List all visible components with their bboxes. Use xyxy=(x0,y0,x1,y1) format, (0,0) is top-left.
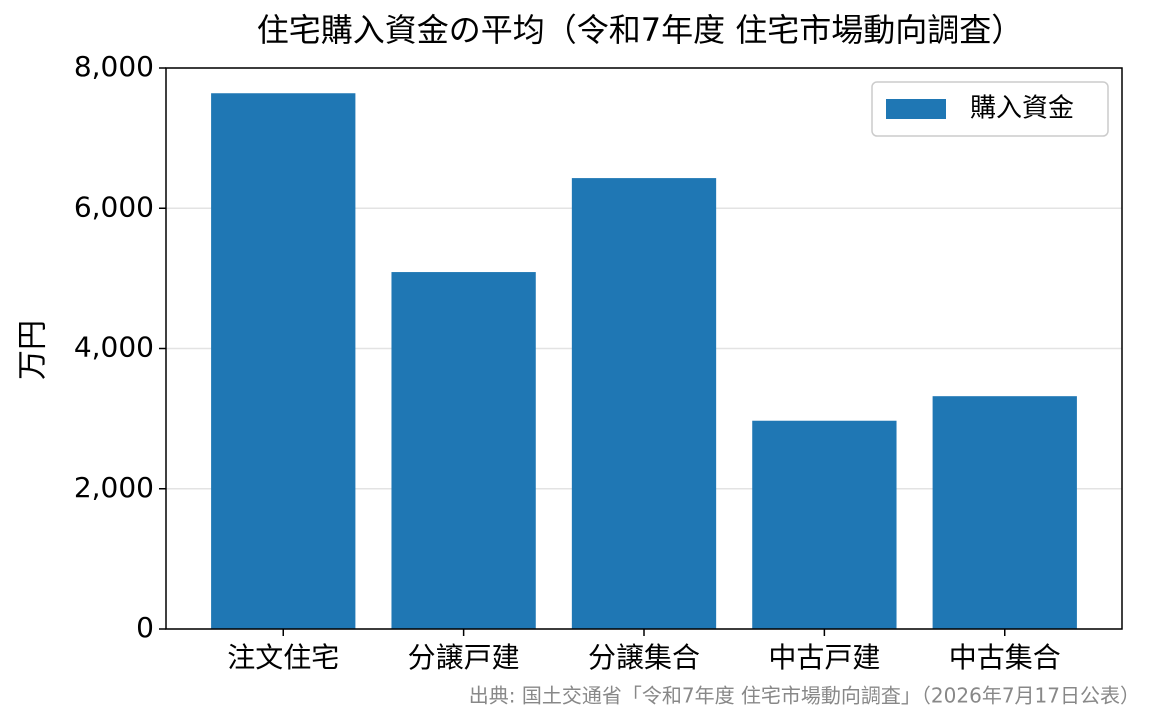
bar xyxy=(752,420,897,629)
y-tick-label: 6,000 xyxy=(74,190,154,223)
legend-box xyxy=(871,81,1109,137)
chart-title: 住宅購入資金の平均（令和7年度 住宅市場動向調査） xyxy=(257,11,1024,49)
y-axis-label: 万円 xyxy=(16,320,51,380)
x-tick-label: 注文住宅 xyxy=(227,641,339,674)
x-tick-label: 分譲戸建 xyxy=(408,641,520,674)
legend-swatch xyxy=(886,99,946,119)
x-tick-label: 中古集合 xyxy=(949,641,1061,674)
x-tick-label: 中古戸建 xyxy=(768,641,880,674)
source-note: 出典: 国土交通省「令和7年度 住宅市場動向調査」（2026年7月17日公表） xyxy=(469,684,1140,708)
y-tick-label: 2,000 xyxy=(74,471,154,504)
legend-label: 購入資金 xyxy=(970,94,1074,124)
x-tick-label: 分譲集合 xyxy=(588,641,700,674)
plot-frame xyxy=(165,67,1123,630)
bar xyxy=(932,396,1077,629)
bar xyxy=(211,93,356,630)
y-tick-label: 8,000 xyxy=(74,50,154,83)
y-tick-label: 0 xyxy=(136,611,154,644)
y-tick-label: 4,000 xyxy=(74,331,154,364)
bar xyxy=(571,178,717,629)
bar xyxy=(391,272,536,629)
